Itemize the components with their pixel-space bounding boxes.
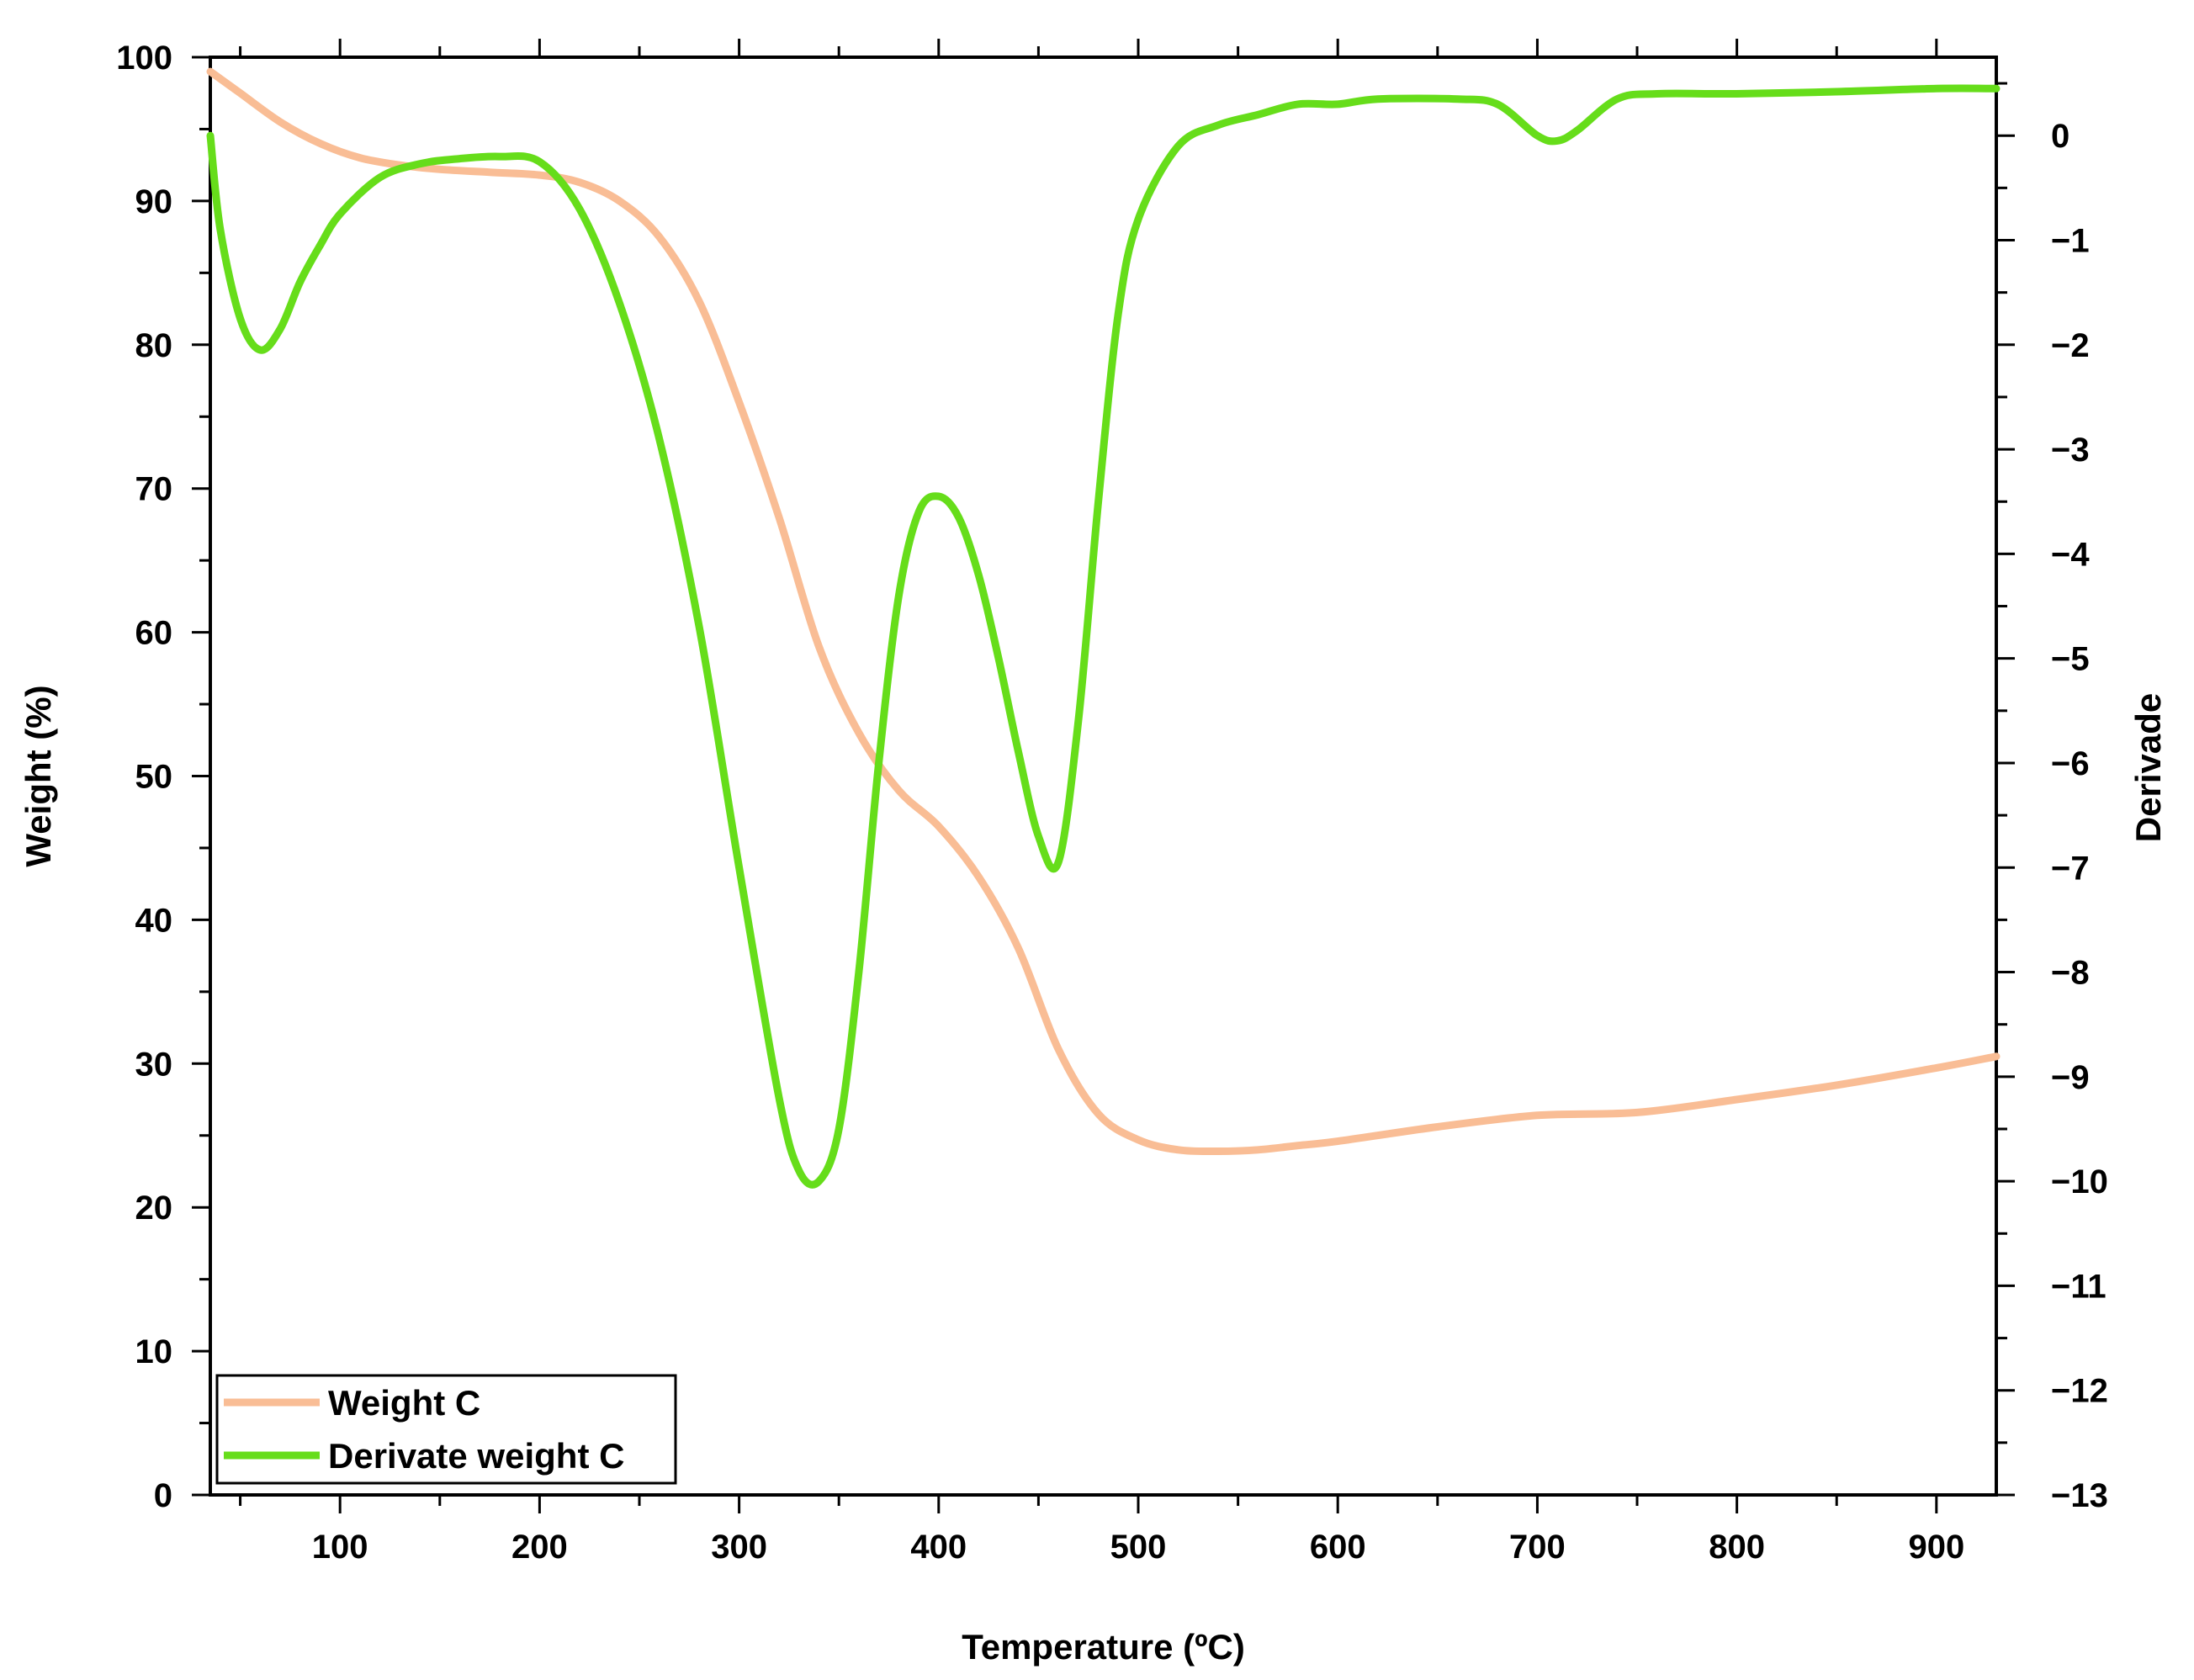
x-tick-label: 700 bbox=[1509, 1529, 1566, 1566]
x-tick-label: 800 bbox=[1709, 1529, 1765, 1566]
y-axis-left: 0 10 20 30 40 50 60 70 80 90 100 bbox=[116, 40, 210, 1514]
x-tick-label: 100 bbox=[312, 1529, 368, 1566]
y2-tick-label: −2 bbox=[2051, 327, 2090, 364]
series-layer bbox=[206, 67, 2001, 1189]
y2-tick-label: −6 bbox=[2051, 745, 2090, 782]
y-tick-label: 50 bbox=[135, 759, 173, 796]
y-tick-label: 10 bbox=[135, 1333, 173, 1370]
y-tick-label: 40 bbox=[135, 902, 173, 939]
y-tick-label: 80 bbox=[135, 327, 173, 364]
y-axis-right: 0 −1 −2 −3 −4 −5 −6 −7 −8 −9 −10 −11 −12 −13 bbox=[1996, 82, 2108, 1514]
y-tick-label: 30 bbox=[135, 1046, 173, 1083]
y-axis-title: Weight (%) bbox=[19, 685, 58, 866]
y2-tick-label: −7 bbox=[2051, 850, 2090, 887]
y-tick-label: 90 bbox=[135, 183, 173, 220]
y2-tick-label: −1 bbox=[2051, 223, 2090, 260]
y2-tick-label: −10 bbox=[2051, 1163, 2108, 1200]
legend-box bbox=[215, 1374, 677, 1485]
x-tick-label: 200 bbox=[511, 1529, 568, 1566]
y2-tick-label: 0 bbox=[2051, 118, 2069, 155]
x-tick-label: 400 bbox=[910, 1529, 967, 1566]
x-axis-title: Temperature (ºC) bbox=[962, 1627, 1245, 1667]
y2-tick-label: −3 bbox=[2051, 432, 2090, 469]
plot-frame bbox=[209, 56, 1998, 1497]
y2-tick-label: −9 bbox=[2051, 1059, 2090, 1096]
x-tick-label: 600 bbox=[1310, 1529, 1366, 1566]
legend-label-derivative: Derivate weight C bbox=[328, 1436, 624, 1476]
y2-tick-label: −4 bbox=[2051, 536, 2090, 573]
y-tick-label: 0 bbox=[154, 1477, 172, 1514]
y-tick-label: 70 bbox=[135, 471, 173, 508]
x-tick-label: 900 bbox=[1908, 1529, 1964, 1566]
y2-tick-label: −5 bbox=[2051, 641, 2090, 678]
y-tick-label: 20 bbox=[135, 1190, 173, 1227]
y2-tick-label: −13 bbox=[2051, 1477, 2108, 1514]
legend: Weight C Derivate weight C bbox=[215, 1374, 677, 1485]
y2-tick-label: −11 bbox=[2051, 1268, 2107, 1305]
legend-label-weight: Weight C bbox=[328, 1383, 480, 1423]
x-tick-label: 300 bbox=[711, 1529, 767, 1566]
x-tick-label: 500 bbox=[1110, 1529, 1167, 1566]
series-line-derivative bbox=[206, 84, 2001, 1189]
y-tick-label: 60 bbox=[135, 615, 173, 652]
series-line-weight bbox=[206, 67, 2001, 1156]
y2-axis-title: Derivade bbox=[2128, 693, 2168, 842]
y2-tick-label: −8 bbox=[2051, 955, 2090, 992]
x-axis: 100 200 300 400 500 600 700 800 900 bbox=[239, 39, 1964, 1566]
y2-tick-label: −12 bbox=[2051, 1373, 2108, 1410]
plot-border bbox=[209, 56, 1998, 1497]
y-tick-label: 100 bbox=[116, 40, 172, 77]
